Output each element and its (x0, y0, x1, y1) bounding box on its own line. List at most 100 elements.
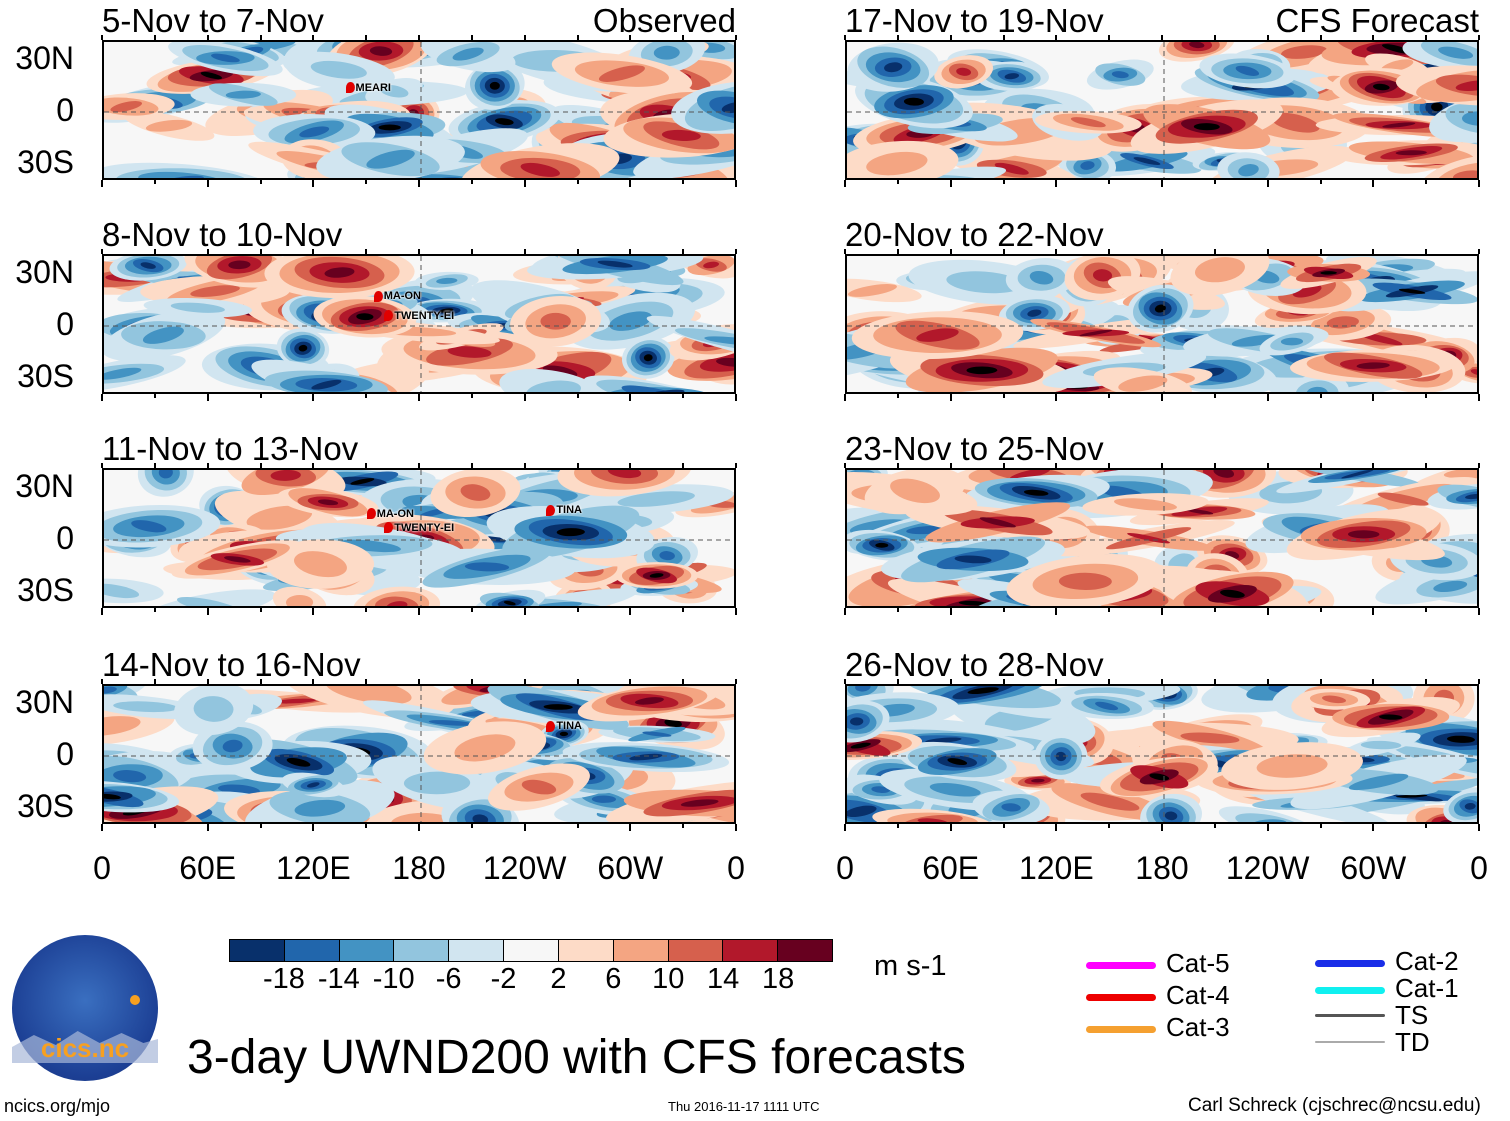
tick-mark (844, 463, 846, 468)
wind-contour (1285, 373, 1349, 392)
column-label: Observed (592, 2, 736, 39)
wind-contour (659, 551, 675, 561)
storm-name: MEARI (355, 81, 391, 94)
tick-mark (1002, 394, 1005, 398)
tick-mark (949, 180, 952, 187)
tick-mark (896, 608, 899, 612)
colorbar-label: 6 (605, 963, 622, 995)
wind-contour (104, 793, 121, 800)
lat-label: 30N (15, 40, 74, 76)
tick-mark (896, 35, 899, 40)
track-label: Cat-2 (1395, 946, 1459, 976)
wind-contour (138, 171, 227, 178)
tick-mark (418, 824, 420, 831)
tick-mark (1108, 679, 1111, 684)
wind-contour (653, 45, 680, 60)
wind-contour (113, 770, 147, 783)
tick-mark (1425, 394, 1428, 398)
wind-contour (1270, 112, 1320, 133)
tick-mark (1161, 180, 1163, 187)
tick-mark (1425, 249, 1428, 254)
storm-icon (384, 522, 394, 534)
wind-contour (521, 779, 557, 795)
tick-mark (1002, 180, 1005, 184)
tick-mark (844, 824, 846, 831)
storm-icon (373, 290, 383, 302)
wind-contour (1372, 83, 1390, 91)
lon-label: 120W (1225, 850, 1310, 886)
wind-field (104, 470, 734, 606)
tick-mark (735, 608, 737, 615)
track-label: Cat-3 (1166, 1012, 1230, 1042)
tick-mark (682, 679, 685, 684)
wind-contour (447, 346, 492, 358)
tick-mark (312, 35, 315, 40)
tick-mark (1425, 824, 1428, 828)
tick-mark (206, 679, 209, 684)
wind-contour (966, 366, 998, 375)
tick-mark (896, 249, 899, 254)
wind-contour (1235, 813, 1304, 822)
wind-contour (1356, 362, 1390, 369)
wind-contour (621, 385, 697, 392)
tick-mark (206, 608, 209, 615)
tick-mark (1055, 463, 1058, 468)
tick-mark (101, 394, 103, 401)
tick-mark (896, 679, 899, 684)
tick-mark (470, 249, 473, 254)
lat-label: 30S (17, 144, 74, 180)
wind-contour (104, 367, 142, 380)
tick-mark (153, 35, 156, 40)
wind-contour (503, 600, 516, 606)
wind-contour (617, 491, 695, 507)
tick-mark (1213, 463, 1216, 468)
tick-mark (418, 679, 420, 684)
wind-contour (113, 701, 178, 713)
tick-mark (735, 824, 737, 831)
tick-mark (1425, 679, 1428, 684)
wind-contour (1280, 337, 1304, 346)
wind-contour (369, 46, 393, 56)
lat-label: 0 (56, 736, 74, 772)
wind-contour (1231, 334, 1280, 347)
tick-mark (1319, 249, 1322, 254)
wind-contour (211, 53, 240, 63)
wind-contour (1360, 740, 1402, 750)
track-line-cat-4 (1086, 994, 1156, 1001)
tick-mark (949, 249, 952, 254)
tick-mark (312, 824, 315, 831)
wind-contour (525, 601, 582, 606)
wind-contour (1455, 80, 1477, 91)
wind-field (847, 470, 1477, 606)
tick-mark (206, 35, 209, 40)
wind-contour (374, 596, 419, 606)
wind-contour (649, 573, 664, 578)
tick-mark (101, 463, 103, 468)
wind-contour (145, 119, 193, 132)
wind-field (847, 686, 1477, 822)
tick-mark (523, 180, 526, 187)
wind-contour (140, 262, 156, 269)
tick-mark (682, 180, 685, 184)
wind-contour (1001, 803, 1021, 812)
tick-mark (1213, 608, 1216, 612)
wind-contour (378, 124, 401, 131)
colorbar-label: -10 (372, 963, 415, 995)
wind-contour (1095, 701, 1119, 711)
site-url[interactable]: ncics.org/mjo (4, 1096, 111, 1116)
tick-mark (1478, 394, 1480, 401)
tick-mark (418, 35, 420, 40)
wind-contour (325, 686, 412, 705)
tick-mark (735, 180, 737, 187)
tick-mark (1319, 608, 1322, 612)
wind-contour (298, 344, 308, 352)
wind-contour (925, 737, 962, 744)
tick-mark (576, 679, 579, 684)
wind-contour (439, 308, 454, 313)
tick-mark (576, 180, 579, 184)
lat-label: 30N (15, 684, 74, 720)
colorbar-label: -2 (490, 963, 517, 995)
wind-field (104, 42, 734, 178)
tick-mark (259, 679, 262, 684)
tick-mark (629, 180, 632, 187)
